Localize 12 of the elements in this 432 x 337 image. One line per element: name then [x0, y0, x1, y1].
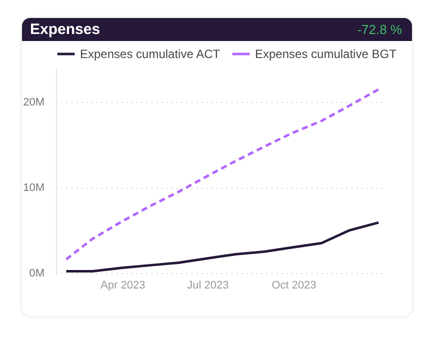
x-tick-label: Jul 2023 [187, 280, 229, 292]
x-tick-label: Apr 2023 [100, 280, 146, 292]
text: -72.8 % [357, 22, 402, 37]
y-tick-label: 20M [23, 96, 44, 109]
x-tick-label: Oct 2023 [272, 280, 316, 292]
legend-label: Expenses cumulative ACT [80, 47, 221, 61]
line-series [65, 221, 380, 273]
legend-label: Expenses cumulative BGT [255, 47, 398, 61]
chart-title: Expenses [30, 21, 100, 38]
y-tick-label: 10M [23, 182, 44, 194]
line-series [65, 88, 380, 261]
y-tick-label: 0M [29, 268, 44, 280]
